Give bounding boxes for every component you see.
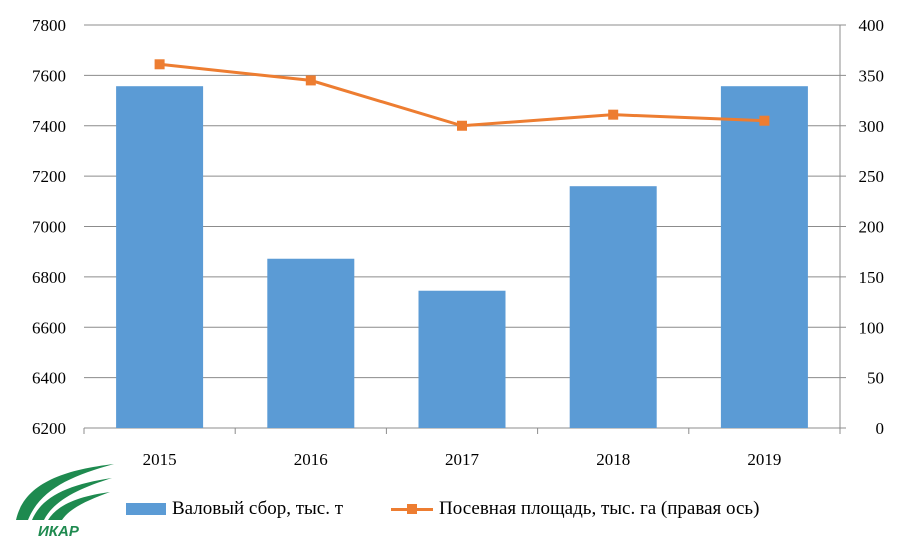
logo-text: ИКАР <box>38 523 80 538</box>
bar <box>569 186 657 428</box>
line-marker <box>305 75 316 86</box>
y-right-tick-label: 200 <box>859 218 885 237</box>
x-tick-label: 2016 <box>294 450 328 469</box>
y-right-tick-label: 250 <box>859 167 885 186</box>
x-tick-label: 2017 <box>445 450 480 469</box>
y-left-tick-label: 7400 <box>32 117 66 136</box>
y-left-tick-label: 7600 <box>32 66 66 85</box>
line-marker <box>457 120 467 131</box>
bar <box>418 290 506 428</box>
line-marker <box>154 59 165 70</box>
ikar-logo-icon: ИКАР <box>16 464 114 538</box>
y-left-tick-label: 6800 <box>32 268 66 287</box>
y-left-tick-label: 6600 <box>32 318 66 337</box>
line-marker <box>608 109 619 120</box>
line-series <box>154 59 770 131</box>
bar-series <box>116 86 808 428</box>
y-right-tick-label: 100 <box>859 318 885 337</box>
legend-item-bar: Валовый сбор, тыс. т <box>126 498 343 520</box>
y-left-tick-label: 7200 <box>32 167 66 186</box>
y-right-tick-label: 350 <box>859 66 885 85</box>
y-right-tick-label: 400 <box>859 16 885 35</box>
x-axis: 2015 2016 2017 2018 2019 <box>143 450 782 469</box>
gridlines <box>83 24 841 434</box>
y-right-tick-label: 300 <box>859 117 885 136</box>
legend-line-swatch <box>391 503 434 515</box>
legend-bar-label: Валовый сбор, тыс. т <box>172 498 344 519</box>
y-left-tick-label: 7800 <box>32 16 66 35</box>
x-tick-label: 2019 <box>747 450 781 469</box>
y-right-tick-label: 150 <box>859 268 885 287</box>
y-axis-left: 6200 6400 6600 6800 7000 7200 7400 7600 7800 <box>32 16 66 438</box>
y-left-tick-label: 7000 <box>32 218 66 237</box>
legend: Валовый сбор, тыс. т Посевная площадь, т… <box>126 496 807 522</box>
x-tick-label: 2018 <box>596 450 630 469</box>
y-left-tick-label: 6400 <box>32 369 66 388</box>
legend-line-label: Посевная площадь, тыс. га (правая ось) <box>439 498 760 519</box>
legend-item-line: Посевная площадь, тыс. га (правая ось) <box>391 498 759 520</box>
line-marker <box>759 115 770 126</box>
x-tick-label: 2015 <box>143 450 177 469</box>
bar <box>116 86 204 428</box>
legend-bar-swatch <box>126 503 166 515</box>
y-axis-right: 0 50 100 150 200 250 300 350 400 <box>840 16 884 438</box>
y-right-tick-label: 50 <box>867 369 884 388</box>
series-line <box>159 62 765 128</box>
y-right-tick-label: 0 <box>876 419 885 438</box>
legend-line-marker <box>407 504 418 514</box>
y-left-tick-label: 6200 <box>32 419 66 438</box>
bar <box>267 258 355 428</box>
bar <box>720 86 808 428</box>
